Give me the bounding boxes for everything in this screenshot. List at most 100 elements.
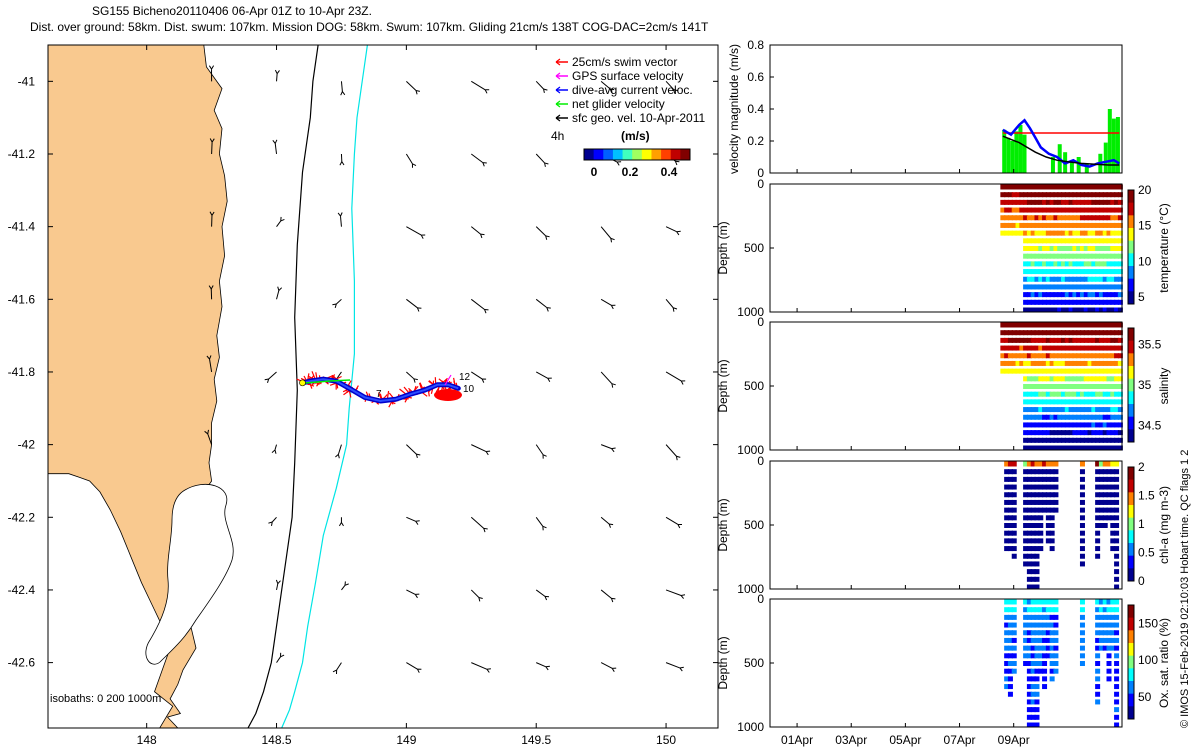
profile-colorbar-frame bbox=[1127, 327, 1135, 443]
profile-sample-dot bbox=[1076, 299, 1082, 305]
profile-sample-dot bbox=[1114, 253, 1120, 259]
profile-sample-dot bbox=[1038, 523, 1044, 528]
profile-sample-dot bbox=[1076, 261, 1082, 267]
swim-vector-cluster bbox=[434, 389, 462, 401]
geo-vector-shaft bbox=[406, 80, 417, 91]
profile-sample-dot bbox=[1034, 192, 1040, 198]
profile-sample-dot bbox=[1098, 337, 1104, 343]
profile-sample-dot bbox=[1053, 445, 1059, 451]
geo-vector-shaft bbox=[665, 371, 682, 382]
profile-sample-dot bbox=[1026, 368, 1032, 374]
profile-sample-dot bbox=[1110, 376, 1116, 382]
geo-vector-head bbox=[609, 88, 615, 93]
profile-sample-dot bbox=[1045, 184, 1051, 190]
profile-sample-dot bbox=[1019, 207, 1025, 213]
profile-sample-dot bbox=[1030, 222, 1036, 228]
geo-vector-shaft bbox=[406, 516, 416, 522]
profile-sample-dot bbox=[1064, 222, 1070, 228]
profile-sample-dot bbox=[1102, 222, 1108, 228]
profile-sample-dot bbox=[1102, 199, 1108, 205]
profile-sample-dot bbox=[1030, 499, 1036, 505]
profile-sample-dot bbox=[1079, 207, 1085, 213]
profile-sample-dot bbox=[1106, 507, 1112, 513]
geo-vector-shaft bbox=[535, 371, 548, 379]
profile-sample-dot bbox=[1015, 368, 1021, 374]
profile-sample-dot bbox=[1042, 384, 1048, 389]
profile-sample-dot bbox=[1102, 376, 1108, 382]
profile-sample-dot bbox=[1102, 430, 1108, 436]
profile-sample-dot bbox=[1079, 523, 1085, 528]
profile-sample-dot bbox=[1049, 337, 1055, 343]
geo-vector-head bbox=[332, 303, 337, 309]
profile-sample-dot bbox=[1023, 630, 1029, 636]
profile-sample-dot bbox=[1110, 530, 1116, 536]
colorbar-swatch bbox=[651, 149, 662, 160]
profile-colorbar-tick-label: 150 bbox=[1138, 616, 1158, 630]
profile-sample-dot bbox=[1026, 184, 1032, 190]
profile-sample-dot bbox=[1072, 207, 1078, 213]
profile-colorbar-swatch bbox=[1128, 416, 1134, 430]
profile-sample-dot bbox=[1098, 414, 1104, 420]
profile-sample-dot bbox=[1038, 276, 1044, 282]
profile-sample-dot bbox=[1087, 299, 1093, 305]
profile-sample-dot bbox=[1068, 445, 1074, 451]
profile-sample-dot bbox=[1087, 330, 1093, 336]
profile-sample-dot bbox=[1007, 684, 1013, 690]
profile-sample-dot bbox=[1083, 414, 1089, 420]
profile-sample-dot bbox=[1110, 330, 1116, 336]
geo-vector-shaft bbox=[276, 220, 282, 227]
profile-sample-dot bbox=[1049, 507, 1055, 513]
profile-sample-dot bbox=[1057, 292, 1063, 298]
profile-sample-dot bbox=[1038, 261, 1044, 267]
geo-vector-shaft bbox=[535, 444, 544, 455]
profile-sample-dot bbox=[1079, 307, 1085, 313]
profile-sample-dot bbox=[1114, 661, 1120, 666]
profile-sample-dot bbox=[1011, 476, 1017, 482]
profile-sample-dot bbox=[1068, 207, 1074, 213]
track-start-marker bbox=[299, 379, 306, 387]
profile-colorbar-swatch bbox=[1128, 668, 1134, 682]
profile-sample-dot bbox=[1106, 614, 1112, 620]
profile-sample-dot bbox=[1007, 492, 1013, 498]
profile-sample-dot bbox=[1102, 645, 1108, 651]
profile-sample-dot bbox=[1117, 238, 1123, 244]
profile-sample-dot bbox=[1106, 645, 1112, 651]
profile-sample-dot bbox=[1026, 284, 1032, 290]
profile-sample-dot bbox=[1034, 515, 1040, 521]
profile-sample-dot bbox=[1057, 322, 1063, 328]
profile-sample-dot bbox=[1098, 430, 1104, 436]
profile-sample-dot bbox=[1087, 230, 1093, 236]
profile-sample-dot bbox=[1098, 299, 1104, 305]
profile-sample-dot bbox=[1114, 569, 1120, 575]
profile-sample-dot bbox=[1087, 238, 1093, 244]
profile-y-tick-label: 0 bbox=[757, 592, 764, 606]
profile-colorbar-label: chl-a (mg m-3) bbox=[1157, 486, 1171, 564]
profile-sample-dot bbox=[1007, 476, 1013, 482]
profile-sample-dot bbox=[1049, 353, 1055, 359]
profile-sample-dot bbox=[1057, 376, 1063, 382]
profile-sample-dot bbox=[1042, 238, 1048, 244]
profile-sample-dot bbox=[1049, 360, 1055, 366]
profile-colorbar-tick-label: 15 bbox=[1138, 219, 1152, 233]
profile-sample-dot bbox=[1007, 461, 1013, 467]
profile-sample-dot bbox=[1049, 376, 1055, 382]
profile-sample-dot bbox=[1057, 253, 1063, 259]
profile-sample-dot bbox=[1023, 561, 1029, 567]
profile-sample-dot bbox=[1061, 284, 1067, 290]
profile-sample-dot bbox=[1011, 330, 1017, 336]
profile-sample-dot bbox=[1030, 199, 1036, 205]
profile-sample-dot bbox=[1079, 360, 1085, 366]
profile-sample-dot bbox=[1095, 261, 1101, 267]
track-label-12: 12 bbox=[459, 372, 471, 383]
profile-sample-dot bbox=[1038, 391, 1044, 397]
profile-sample-dot bbox=[1076, 330, 1082, 336]
profile-sample-dot bbox=[1076, 184, 1082, 190]
profile-sample-dot bbox=[1102, 284, 1108, 290]
profile-sample-dot bbox=[1110, 645, 1116, 651]
profile-colorbar-tick-label: 35 bbox=[1138, 378, 1152, 392]
profile-sample-dot bbox=[1079, 269, 1085, 275]
profile-sample-dot bbox=[1030, 307, 1036, 313]
profile-colorbar-swatch bbox=[1128, 378, 1134, 392]
legend-arrowhead bbox=[555, 114, 561, 122]
profile-sample-dot bbox=[1030, 530, 1036, 536]
